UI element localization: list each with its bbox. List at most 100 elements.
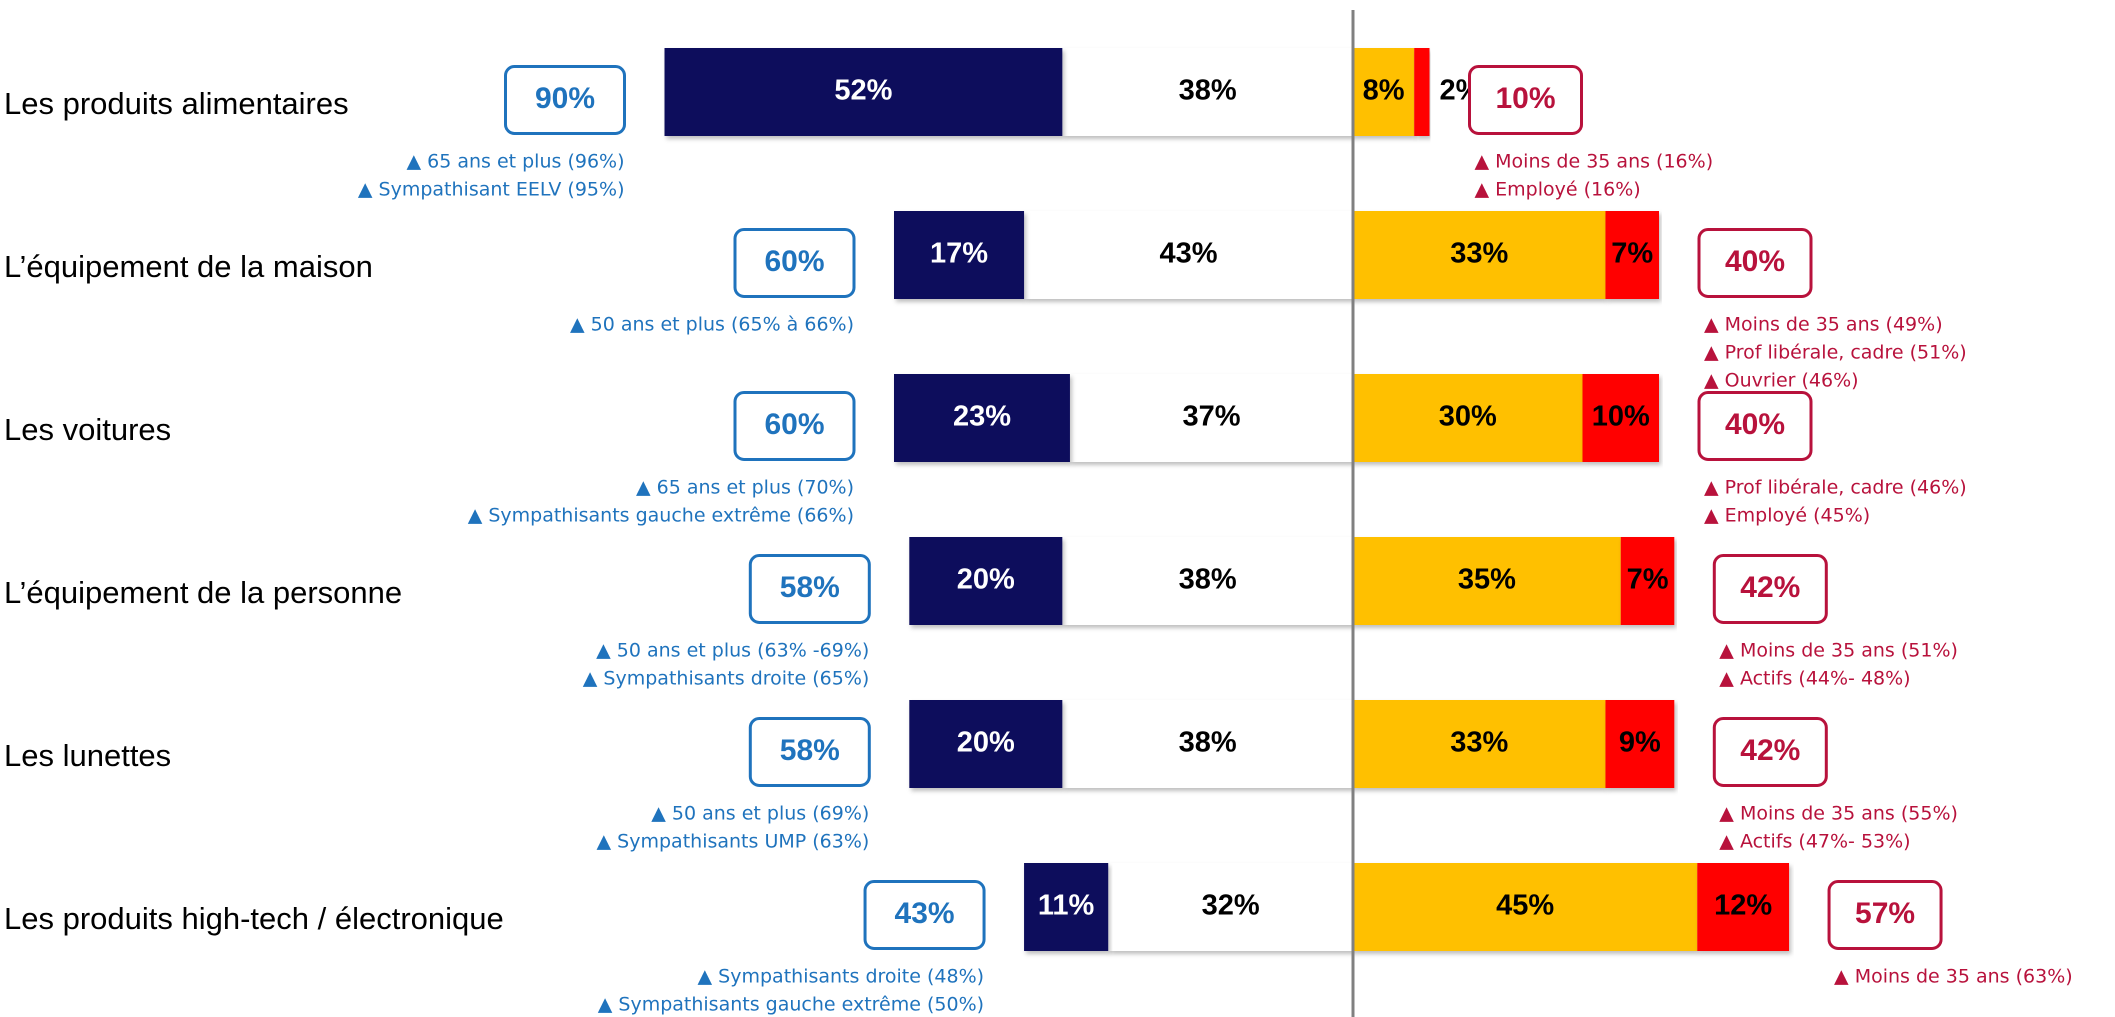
note: ▲ Moins de 35 ans (49%)	[1704, 314, 1943, 336]
category-label: Les lunettes	[4, 738, 171, 773]
bar-segment	[1353, 211, 1606, 299]
bar-segment	[1353, 700, 1606, 788]
bar-segment	[1108, 863, 1353, 951]
category-label: L’équipement de la maison	[4, 249, 373, 284]
category-label: L’équipement de la personne	[4, 575, 402, 610]
total-box	[1697, 391, 1813, 461]
value-label: 8%	[1363, 75, 1405, 107]
value-label: 38%	[1179, 564, 1237, 596]
note: ▲ 65 ans et plus (70%)	[636, 477, 854, 499]
total-box	[1712, 554, 1828, 624]
note: ▲ Sympathisants gauche extrême (66%)	[468, 505, 854, 527]
total-box	[748, 554, 871, 624]
total-label: 10%	[1495, 82, 1555, 115]
value-label: 38%	[1179, 727, 1237, 759]
total-label: 58%	[780, 571, 840, 604]
note: ▲ Moins de 35 ans (51%)	[1719, 640, 1958, 662]
note: ▲ Moins de 35 ans (63%)	[1834, 966, 2073, 988]
total-box	[748, 717, 871, 787]
bar-segment	[1353, 48, 1415, 136]
bar-segment	[1062, 48, 1353, 136]
bar-segment	[1024, 863, 1109, 951]
total-label: 90%	[535, 82, 595, 115]
value-label: 23%	[953, 401, 1011, 433]
category-label: Les produits high-tech / électronique	[4, 901, 504, 936]
total-label: 57%	[1855, 897, 1915, 930]
category-label: Les voitures	[4, 412, 171, 447]
value-label: 43%	[1160, 238, 1218, 270]
note: ▲ Sympathisants droite (65%)	[583, 668, 870, 690]
note: ▲ Sympathisants gauche extrême (50%)	[598, 994, 984, 1016]
value-label: 38%	[1179, 75, 1237, 107]
bar-segment	[909, 700, 1063, 788]
note: ▲ 50 ans et plus (69%)	[651, 803, 869, 825]
value-label: 10%	[1592, 401, 1650, 433]
note: ▲ Employé (16%)	[1475, 179, 1641, 201]
total-label: 42%	[1740, 571, 1800, 604]
bar-segment	[664, 48, 1063, 136]
bar-segment	[1062, 700, 1353, 788]
value-label: 33%	[1450, 238, 1508, 270]
bar-segment	[1620, 537, 1675, 625]
total-label: 43%	[895, 897, 955, 930]
total-box	[733, 228, 856, 298]
value-label: 33%	[1450, 727, 1508, 759]
total-box	[1697, 228, 1813, 298]
note: ▲ 50 ans et plus (65% à 66%)	[570, 314, 854, 336]
bar-segment	[1353, 374, 1583, 462]
bar-segment	[894, 374, 1070, 462]
value-label: 12%	[1714, 890, 1772, 922]
note: ▲ Sympathisants droite (48%)	[698, 966, 985, 988]
value-label: 17%	[930, 238, 988, 270]
bar-segment	[894, 211, 1025, 299]
value-label: 52%	[834, 75, 892, 107]
note: ▲ Employé (45%)	[1704, 505, 1870, 527]
total-label: 60%	[764, 408, 824, 441]
total-box	[1827, 880, 1943, 950]
value-label: 11%	[1038, 890, 1095, 922]
bar-segment	[1069, 374, 1353, 462]
total-label: 42%	[1740, 734, 1800, 767]
total-box	[733, 391, 856, 461]
bar-segment	[1353, 863, 1698, 951]
bar-segment	[1605, 211, 1659, 299]
total-label: 60%	[764, 245, 824, 278]
value-label: 20%	[957, 727, 1015, 759]
bar-segment	[1697, 863, 1790, 951]
note: ▲ Moins de 35 ans (55%)	[1719, 803, 1958, 825]
value-label: 20%	[957, 564, 1015, 596]
category-label: Les produits alimentaires	[4, 86, 349, 121]
total-box	[1468, 65, 1583, 135]
note: ▲ Actifs (47%- 53%)	[1719, 831, 1910, 853]
bar-segment	[909, 537, 1063, 625]
total-label: 58%	[780, 734, 840, 767]
note: ▲ Sympathisants UMP (63%)	[597, 831, 870, 853]
bar-segment	[1024, 211, 1353, 299]
value-label: 35%	[1458, 564, 1516, 596]
note: ▲ Actifs (44%- 48%)	[1719, 668, 1910, 690]
value-label: 7%	[1611, 238, 1653, 270]
total-label: 40%	[1725, 408, 1785, 441]
note: ▲ Prof libérale, cadre (51%)	[1704, 342, 1967, 364]
bar-segment	[1353, 537, 1621, 625]
value-label: 30%	[1439, 401, 1497, 433]
note: ▲ Moins de 35 ans (16%)	[1475, 151, 1714, 173]
value-label: 32%	[1202, 890, 1260, 922]
note: ▲ Prof libérale, cadre (46%)	[1704, 477, 1967, 499]
note: ▲ 50 ans et plus (63% -69%)	[596, 640, 869, 662]
total-label: 40%	[1725, 245, 1785, 278]
total-box	[1712, 717, 1828, 787]
value-label: 45%	[1496, 890, 1554, 922]
bar-segment	[1582, 374, 1659, 462]
value-label: 9%	[1619, 727, 1661, 759]
value-label: 7%	[1627, 564, 1669, 596]
value-label: 37%	[1182, 401, 1240, 433]
total-box	[863, 880, 986, 950]
bar-segment	[1062, 537, 1353, 625]
bar-segment	[1414, 48, 1430, 136]
note: ▲ Ouvrier (46%)	[1704, 370, 1859, 392]
bar-segment	[1605, 700, 1675, 788]
note: ▲ 65 ans et plus (96%)	[406, 151, 624, 173]
note: ▲ Sympathisant EELV (95%)	[358, 179, 625, 201]
